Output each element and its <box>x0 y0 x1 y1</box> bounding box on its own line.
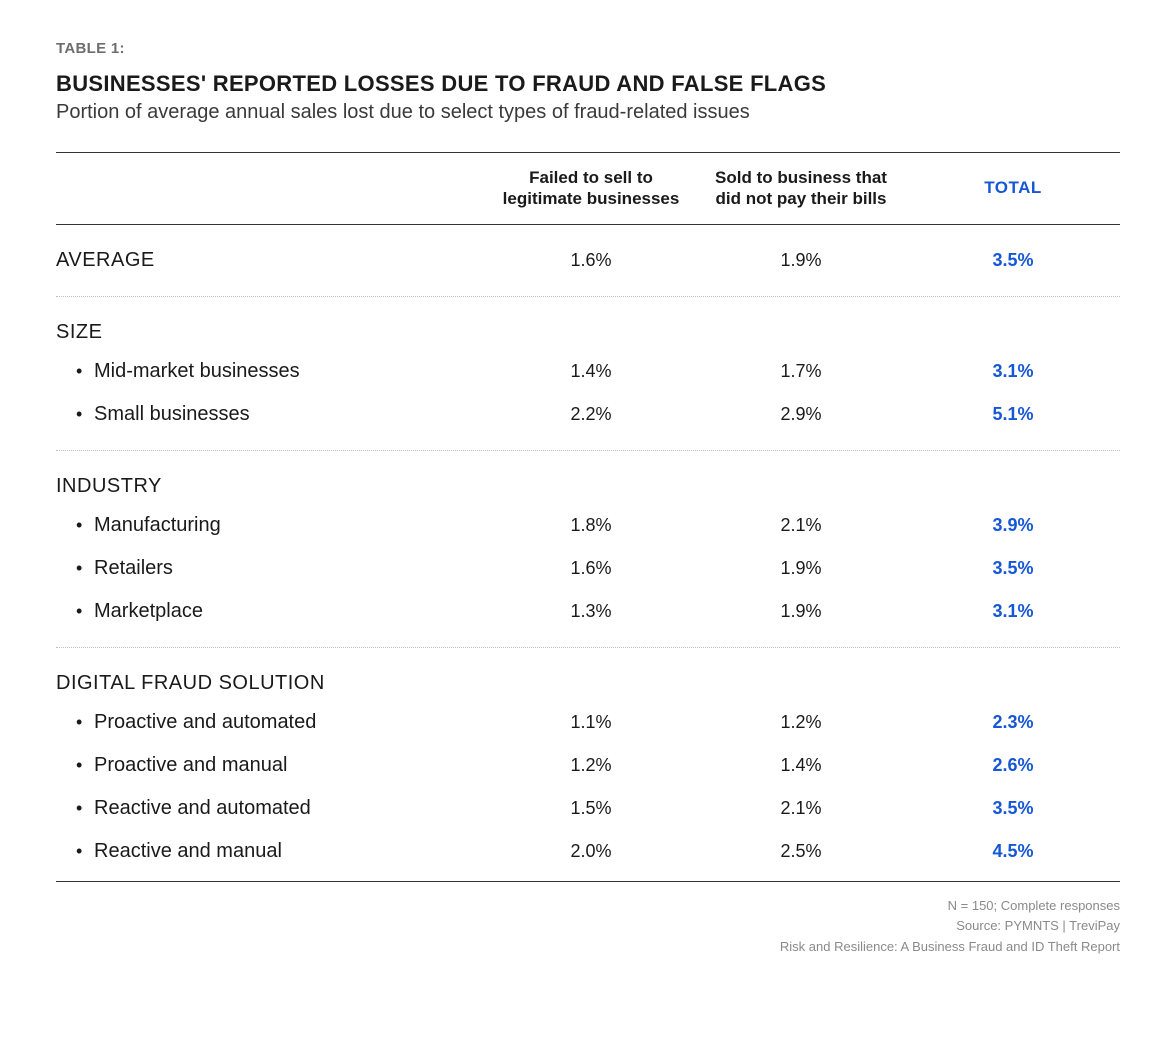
row-total: 3.5% <box>906 558 1120 579</box>
row-value: 1.8% <box>486 515 696 536</box>
average-row: AVERAGE 1.6% 1.9% 3.5% <box>56 225 1120 296</box>
row-label: Retailers <box>56 557 486 580</box>
section-label: SIZE <box>56 321 486 344</box>
average-failed: 1.6% <box>486 250 696 271</box>
row-value: 1.7% <box>696 361 906 382</box>
section-label: DIGITAL FRAUD SOLUTION <box>56 672 486 695</box>
row-value: 1.5% <box>486 798 696 819</box>
section-header-digital-fraud-solution: DIGITAL FRAUD SOLUTION <box>56 648 1120 701</box>
row-total: 5.1% <box>906 404 1120 425</box>
table-kicker: TABLE 1: <box>56 40 1120 57</box>
row-value: 1.2% <box>696 712 906 733</box>
table-row: Manufacturing 1.8% 2.1% 3.9% <box>56 504 1120 547</box>
average-label: AVERAGE <box>56 249 486 272</box>
row-value: 1.3% <box>486 601 696 622</box>
row-value: 1.9% <box>696 601 906 622</box>
row-value: 1.4% <box>696 755 906 776</box>
section-header-industry: INDUSTRY <box>56 451 1120 504</box>
row-label: Mid-market businesses <box>56 360 486 383</box>
table-header-row: Failed to sell to legitimate businesses … <box>56 152 1120 225</box>
table-title: BUSINESSES' REPORTED LOSSES DUE TO FRAUD… <box>56 71 1120 97</box>
row-value: 2.0% <box>486 841 696 862</box>
footer-report: Risk and Resilience: A Business Fraud an… <box>56 937 1120 958</box>
table-row: Reactive and automated 1.5% 2.1% 3.5% <box>56 787 1120 830</box>
row-total: 3.9% <box>906 515 1120 536</box>
row-label: Reactive and manual <box>56 840 486 863</box>
row-value: 1.6% <box>486 558 696 579</box>
footer-n: N = 150; Complete responses <box>56 896 1120 917</box>
row-total: 2.6% <box>906 755 1120 776</box>
row-total: 3.5% <box>906 798 1120 819</box>
row-value: 1.2% <box>486 755 696 776</box>
row-value: 2.2% <box>486 404 696 425</box>
table-row: Marketplace 1.3% 1.9% 3.1% <box>56 590 1120 647</box>
section-label: INDUSTRY <box>56 475 486 498</box>
row-value: 1.4% <box>486 361 696 382</box>
column-header-failed-to-sell: Failed to sell to legitimate businesses <box>486 167 696 210</box>
row-value: 2.9% <box>696 404 906 425</box>
row-total: 2.3% <box>906 712 1120 733</box>
table-footer: N = 150; Complete responses Source: PYMN… <box>56 896 1120 958</box>
row-value: 1.9% <box>696 558 906 579</box>
table-row: Reactive and manual 2.0% 2.5% 4.5% <box>56 830 1120 882</box>
column-header-total: TOTAL <box>906 178 1120 198</box>
row-value: 2.1% <box>696 515 906 536</box>
column-header-did-not-pay: Sold to business that did not pay their … <box>696 167 906 210</box>
average-total: 3.5% <box>906 250 1120 271</box>
row-value: 2.5% <box>696 841 906 862</box>
row-label: Proactive and manual <box>56 754 486 777</box>
footer-source: Source: PYMNTS | TreviPay <box>56 916 1120 937</box>
row-value: 2.1% <box>696 798 906 819</box>
row-label: Marketplace <box>56 600 486 623</box>
table-row: Mid-market businesses 1.4% 1.7% 3.1% <box>56 350 1120 393</box>
row-label: Small businesses <box>56 403 486 426</box>
table-subtitle: Portion of average annual sales lost due… <box>56 101 1120 124</box>
row-label: Proactive and automated <box>56 711 486 734</box>
table-row: Retailers 1.6% 1.9% 3.5% <box>56 547 1120 590</box>
row-total: 3.1% <box>906 361 1120 382</box>
row-value: 1.1% <box>486 712 696 733</box>
table-row: Proactive and manual 1.2% 1.4% 2.6% <box>56 744 1120 787</box>
row-total: 4.5% <box>906 841 1120 862</box>
row-label: Reactive and automated <box>56 797 486 820</box>
table-row: Proactive and automated 1.1% 1.2% 2.3% <box>56 701 1120 744</box>
data-table: Failed to sell to legitimate businesses … <box>56 152 1120 882</box>
table-row: Small businesses 2.2% 2.9% 5.1% <box>56 393 1120 450</box>
section-header-size: SIZE <box>56 297 1120 350</box>
row-label: Manufacturing <box>56 514 486 537</box>
row-total: 3.1% <box>906 601 1120 622</box>
average-unpaid: 1.9% <box>696 250 906 271</box>
